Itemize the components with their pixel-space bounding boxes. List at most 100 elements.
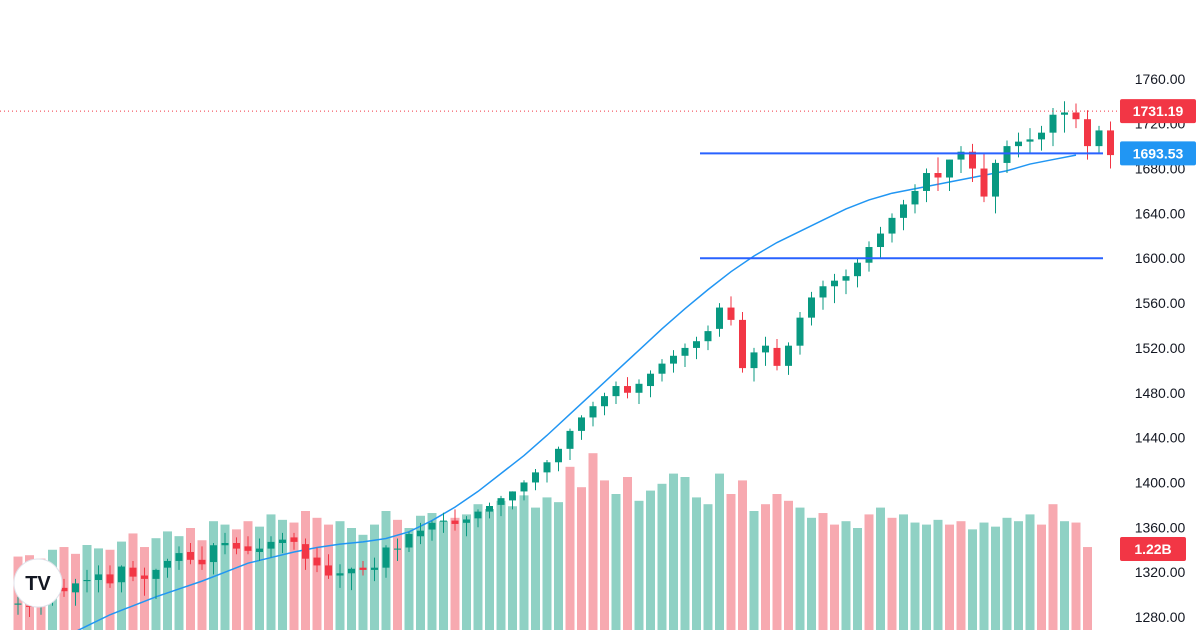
volume-bar — [542, 497, 552, 630]
candle — [256, 538, 263, 561]
volume-bar — [692, 497, 701, 630]
candle-body — [946, 159, 953, 178]
candle-body — [417, 530, 424, 537]
volume-bar — [1071, 522, 1081, 630]
volume-bar — [703, 504, 713, 630]
candle-body — [543, 462, 551, 473]
volume-bar — [186, 528, 195, 630]
candle — [520, 480, 528, 501]
y-tick-label: 1760.00 — [1135, 71, 1186, 87]
candle — [359, 560, 367, 576]
candle-body — [1072, 112, 1080, 120]
volume-badge: 1.22B — [1120, 537, 1186, 561]
y-tick-label: 1440.00 — [1135, 430, 1186, 446]
volume-bar — [738, 480, 747, 630]
candle — [543, 460, 551, 483]
volume-bar — [1014, 521, 1023, 630]
candle — [152, 568, 160, 600]
candle — [831, 273, 838, 304]
candle-body — [164, 560, 171, 568]
candle-body — [141, 575, 148, 579]
volume-bar — [128, 533, 138, 630]
candle-body — [1038, 132, 1045, 140]
volume-bar — [933, 519, 943, 630]
candle-body — [198, 559, 206, 565]
volume-bar — [220, 524, 230, 630]
candle-body — [957, 151, 965, 160]
volume-bar — [1037, 524, 1046, 630]
y-tick-label: 1360.00 — [1135, 519, 1186, 535]
candle-body — [486, 506, 493, 512]
candle — [773, 338, 781, 371]
volume-bar — [795, 507, 805, 630]
volume-bar — [956, 521, 966, 630]
candle-body — [716, 307, 723, 329]
candle-body — [451, 520, 459, 524]
candle — [900, 199, 907, 231]
candle-body — [1095, 130, 1103, 147]
candle — [704, 325, 712, 351]
volume-bar — [968, 529, 977, 630]
candle — [635, 379, 643, 404]
candle-body — [325, 565, 332, 576]
candle — [1061, 101, 1068, 133]
candle — [727, 296, 735, 326]
volume-bar — [588, 453, 598, 630]
candle — [865, 241, 873, 272]
candle-body — [635, 383, 643, 393]
volume-bar — [830, 524, 839, 630]
volume-bar — [243, 521, 253, 630]
candle — [532, 469, 539, 491]
candle — [624, 377, 631, 399]
level-lines — [0, 110, 1118, 260]
volume-bar — [899, 514, 908, 630]
candle — [681, 343, 689, 367]
candle — [210, 543, 217, 575]
candle — [1026, 128, 1034, 153]
volume-bar — [232, 529, 241, 630]
volume-bar — [1083, 547, 1092, 630]
candle — [750, 347, 758, 382]
candle — [428, 520, 436, 541]
candle-body — [83, 580, 91, 582]
y-tick-label: 1560.00 — [1135, 295, 1186, 311]
candle — [762, 336, 769, 366]
candle — [164, 558, 171, 578]
volume-bar — [979, 522, 989, 630]
candle-body — [474, 511, 482, 519]
candle-body — [624, 386, 631, 393]
candle-body — [992, 162, 999, 197]
volume-bar — [680, 477, 690, 630]
candle-body — [934, 173, 942, 178]
volume-bar — [807, 517, 816, 630]
candle-body — [969, 151, 976, 169]
candle-body — [808, 297, 815, 318]
volume-bar — [784, 500, 793, 630]
candle-body — [1015, 141, 1022, 147]
candle-body — [394, 548, 401, 550]
price-axis: 1280.00 1320.00 1360.00 1400.00 1440.00 1480.… — [1135, 71, 1186, 625]
candle — [1095, 125, 1103, 153]
volume-bar — [462, 514, 471, 630]
candle — [589, 401, 597, 427]
candle-body — [1107, 130, 1114, 156]
candle — [336, 564, 344, 588]
candle-body — [302, 544, 309, 559]
candle — [888, 213, 896, 243]
volume-bar — [876, 507, 885, 630]
candle — [187, 543, 194, 565]
volume-bar — [197, 540, 207, 630]
volume-bar — [600, 480, 609, 630]
y-tick-label: 1480.00 — [1135, 385, 1186, 401]
candle — [244, 536, 252, 555]
candle — [348, 567, 355, 591]
volume-bar — [485, 508, 494, 630]
y-tick-label: 1640.00 — [1135, 205, 1186, 221]
volume-bar — [1025, 514, 1035, 630]
candle-body — [877, 233, 884, 248]
volume-bar — [289, 522, 299, 630]
candle-body — [106, 574, 114, 584]
volume-bar — [554, 502, 563, 630]
candle — [670, 350, 677, 373]
volume-bar — [416, 515, 425, 630]
